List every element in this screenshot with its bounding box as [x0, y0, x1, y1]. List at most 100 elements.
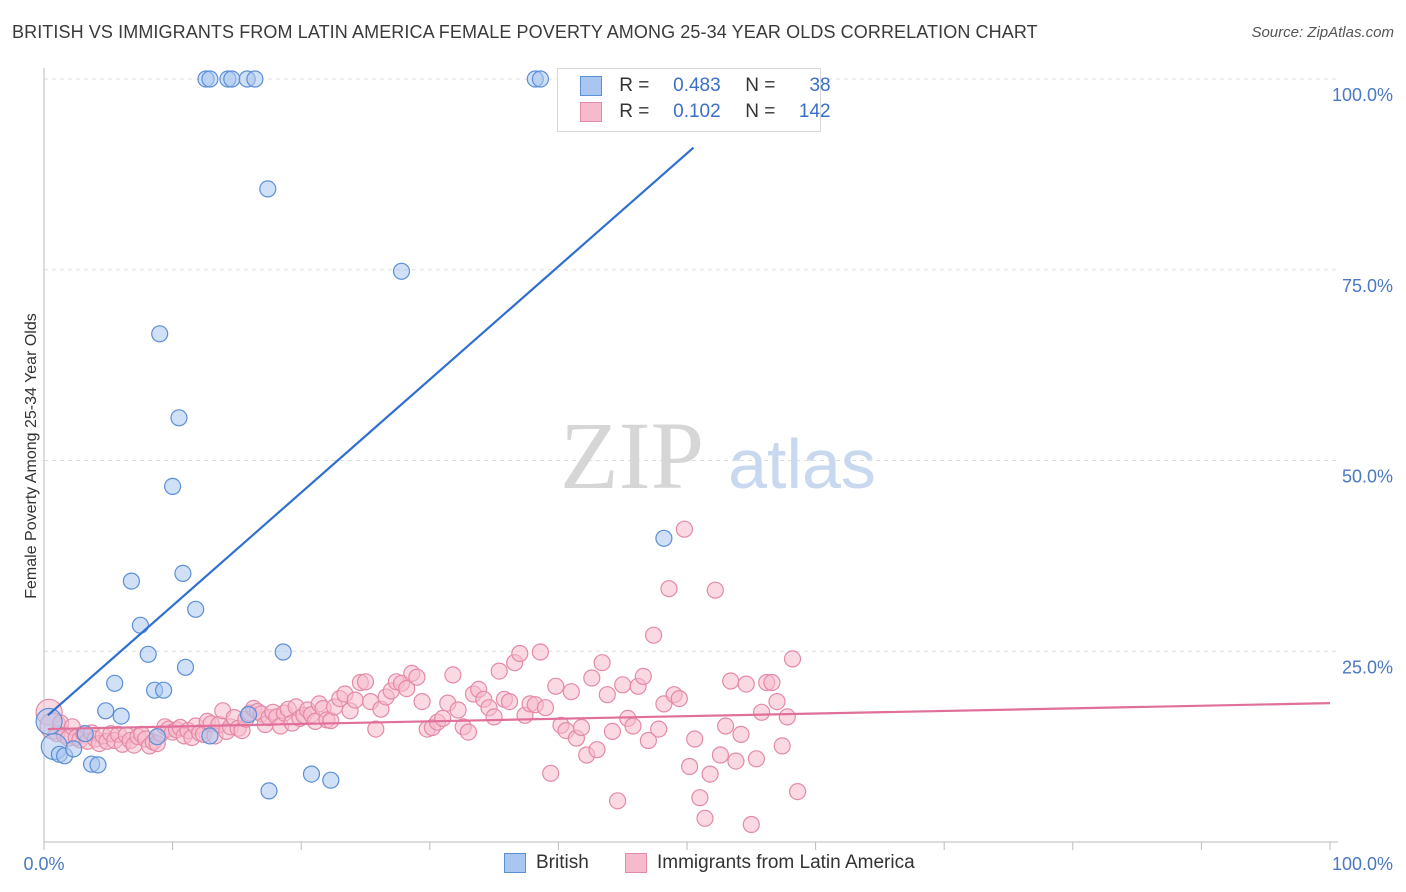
- latin-america-point-108: [500, 692, 519, 711]
- british-point-30: [201, 727, 219, 745]
- latin-n-value: 142: [798, 101, 831, 122]
- latin-america-point-145: [691, 789, 709, 807]
- y-axis-label: Female Poverty Among 25-34 Year Olds: [23, 313, 40, 599]
- latin-r-label: R =: [619, 101, 650, 122]
- british-n-label: N =: [745, 75, 776, 96]
- latin-america-point-106: [490, 662, 508, 680]
- latin-n-label: N =: [745, 101, 776, 122]
- british-point-17: [155, 681, 173, 699]
- latin-america-point-139: [660, 580, 678, 598]
- latin-america-point-127: [598, 686, 616, 704]
- british-point-12: [131, 616, 149, 634]
- watermark: ZIP atlas: [560, 402, 876, 509]
- latin-america-point-150: [716, 717, 735, 735]
- x-tick-label-1: 100.0%: [1332, 854, 1393, 874]
- british-swatch: [580, 75, 602, 96]
- legend-stats: R = 0.483 N = 38 R = 0.102 N = 142: [557, 68, 831, 132]
- trend-lines: [47, 146, 1331, 731]
- latin-america-point-126: [593, 654, 611, 672]
- british-point-8: [97, 702, 115, 720]
- british-point-13: [139, 645, 157, 663]
- y-tick-label-0: 25.0%: [1342, 657, 1393, 677]
- latin-america-trend-line: [47, 702, 1331, 731]
- x-tick-labels: 0.0% 100.0%: [23, 854, 1393, 874]
- legend-item-latin-america: Immigrants from Latin America: [625, 852, 915, 874]
- chart-title: BRITISH VS IMMIGRANTS FROM LATIN AMERICA…: [12, 22, 1038, 42]
- latin-america-point-98: [449, 701, 467, 719]
- british-point-22: [187, 600, 205, 618]
- legend-series: British Immigrants from Latin America: [0, 852, 1406, 878]
- latin-america-point-117: [547, 677, 565, 695]
- latin-america-point-144: [686, 730, 704, 748]
- british-point-39: [655, 529, 673, 547]
- latin-america-point-80: [356, 673, 375, 691]
- latin-america-point-143: [680, 757, 699, 776]
- british-trend-line: [47, 146, 695, 717]
- latin-america-legend-label: Immigrants from Latin America: [657, 852, 915, 873]
- latin-america-swatch: [580, 101, 602, 122]
- british-point-29: [259, 180, 277, 198]
- series-latin-america-points: [35, 520, 807, 834]
- latin-america-point-129: [608, 792, 627, 810]
- latin-america-point-146: [696, 809, 714, 827]
- latin-america-point-90: [408, 668, 426, 686]
- latin-america-point-120: [562, 683, 580, 701]
- latin-america-point-164: [788, 782, 807, 801]
- british-point-32: [260, 782, 278, 800]
- british-point-24: [201, 70, 219, 88]
- british-point-34: [302, 765, 321, 783]
- latin-america-point-147: [701, 765, 719, 783]
- british-point-26: [223, 70, 241, 88]
- british-point-19: [170, 409, 188, 427]
- source-credit: Source: ZipAtlas.com: [1251, 24, 1394, 41]
- latin-america-point-160: [768, 692, 786, 711]
- british-point-4: [64, 740, 83, 758]
- latin-america-point-137: [650, 720, 668, 738]
- latin-america-point-125: [588, 741, 606, 759]
- british-point-18: [164, 477, 182, 495]
- latin-america-point-116: [542, 764, 560, 782]
- british-point-20: [174, 564, 192, 583]
- latin-america-point-114: [531, 643, 550, 661]
- grid-lines: [44, 78, 1338, 652]
- y-tick-label-1: 50.0%: [1342, 467, 1393, 487]
- british-point-9: [106, 674, 124, 692]
- latin-america-point-132: [624, 717, 642, 735]
- y-tick-label-3: 100.0%: [1332, 85, 1393, 105]
- latin-america-point-135: [639, 731, 658, 750]
- latin-america-point-130: [614, 676, 632, 694]
- latin-america-point-100: [459, 723, 477, 741]
- british-r-label: R =: [619, 75, 650, 96]
- latin-america-point-88: [398, 679, 416, 698]
- british-point-15: [148, 728, 166, 746]
- latin-america-point-159: [763, 673, 781, 692]
- british-point-5: [76, 725, 94, 743]
- latin-america-point-95: [434, 709, 452, 728]
- british-point-31: [239, 705, 258, 724]
- british-point-33: [274, 643, 292, 661]
- latin-america-point-122: [572, 718, 591, 737]
- british-point-10: [112, 707, 130, 725]
- latin-america-point-155: [742, 815, 760, 834]
- latin-america-point-163: [783, 650, 802, 668]
- latin-america-point-148: [706, 581, 724, 599]
- latin-america-legend-swatch: [625, 852, 647, 873]
- latin-america-point-110: [511, 644, 529, 663]
- british-point-16: [151, 325, 169, 343]
- latin-america-point-149: [711, 746, 730, 764]
- latin-america-point-115: [536, 699, 555, 717]
- latin-america-point-91: [413, 692, 431, 711]
- latin-america-point-97: [444, 666, 462, 684]
- x-tick-label-0: 0.0%: [23, 854, 64, 874]
- latin-america-point-82: [367, 720, 385, 738]
- latin-america-point-105: [485, 708, 503, 726]
- legend-row-latin-america: R = 0.102 N = 142: [580, 101, 831, 127]
- latin-america-point-161: [773, 737, 791, 755]
- latin-america-point-134: [634, 667, 652, 686]
- y-tick-label-2: 75.0%: [1342, 276, 1393, 296]
- y-tick-labels: 25.0% 50.0% 75.0% 100.0%: [1332, 85, 1393, 677]
- latin-america-point-153: [732, 725, 750, 744]
- british-point-35: [322, 771, 340, 789]
- latin-america-point-151: [722, 672, 740, 690]
